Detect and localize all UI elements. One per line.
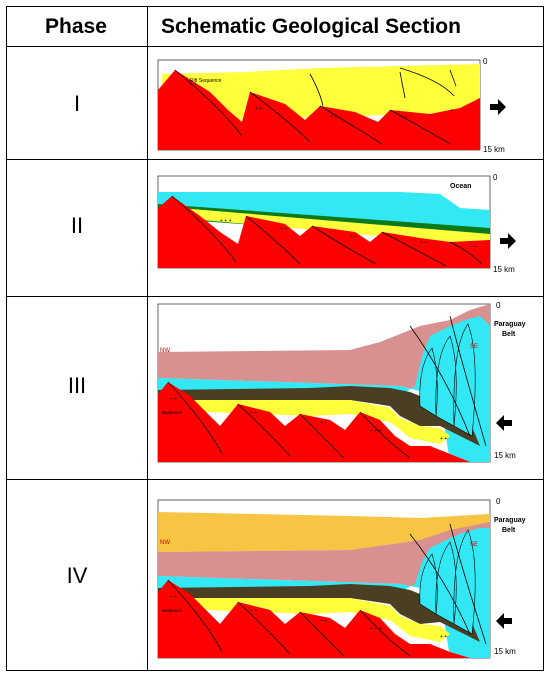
rift-sequence-layer	[162, 64, 480, 122]
left-arrow-icon	[496, 415, 512, 431]
svg-text:+ + +: + + +	[370, 626, 382, 632]
svg-text:+ +: + +	[190, 82, 197, 88]
pink-layer	[158, 522, 490, 658]
section-column-header: Schematic Geological Section	[161, 15, 461, 38]
row-divider-1	[7, 159, 543, 160]
right-arrow-icon	[500, 233, 516, 249]
section-phase-4: + + + + + + + + + + + NW SE Basement 0 Parag…	[157, 497, 526, 659]
phase-numeral-3: III	[67, 373, 87, 398]
depth-top-label: 0	[496, 497, 501, 506]
row-divider-3	[7, 479, 543, 480]
rift-sequence-layer	[180, 208, 490, 246]
basement-layer	[158, 580, 470, 658]
basement-label: Basement	[162, 410, 183, 415]
paraguay-belt-label-line2: Belt	[502, 331, 516, 338]
phase-numeral-1: I	[73, 91, 81, 116]
svg-text:+ +: + +	[330, 114, 337, 120]
se-label: SE	[470, 344, 478, 350]
rift-sequence-layer	[158, 598, 450, 642]
row-divider-header	[7, 46, 543, 47]
svg-text:+ +: + +	[250, 608, 257, 614]
svg-text:+ +: + +	[320, 420, 327, 426]
phase-numeral-4: IV	[66, 563, 88, 588]
svg-text:+ + +: + + +	[370, 428, 382, 434]
depth-bottom-label: 15 km	[483, 145, 505, 154]
svg-text:+ +: + +	[170, 396, 177, 402]
svg-text:+ +: + +	[470, 244, 477, 250]
basement-layer	[158, 382, 470, 462]
nw-label: NW	[160, 540, 170, 546]
section-phase-3: + + + + + + + + + + + NW SE Basement 0 Parag…	[157, 301, 526, 463]
svg-text:+ +: + +	[400, 114, 407, 120]
rift-sequence-label: Rift Sequence	[190, 78, 222, 84]
pink-layer	[158, 304, 490, 462]
basement-layer	[158, 196, 490, 268]
svg-text:+: +	[450, 108, 453, 114]
depth-top-label: 0	[496, 301, 501, 310]
se-label: SE	[470, 542, 478, 548]
depth-bottom-label: 15 km	[494, 647, 516, 656]
depth-top-label: 0	[483, 57, 488, 66]
depth-bottom-label: 15 km	[494, 451, 516, 460]
phase-numeral-2: II	[70, 213, 84, 238]
svg-text:+ +: + +	[440, 436, 447, 442]
paraguay-belt-label-line1: Paraguay	[494, 517, 526, 524]
section-phase-1: + + + + + + + + + Rift Sequence 0 15 km	[157, 57, 506, 154]
depth-top-label: 0	[493, 173, 498, 182]
rift-sequence-layer	[158, 400, 450, 444]
paraguay-belt-label-line1: Paraguay	[494, 321, 526, 328]
column-divider	[147, 7, 148, 670]
row-divider-2	[7, 296, 543, 297]
svg-text:+ +: + +	[250, 410, 257, 416]
basement-label: Basement	[162, 608, 183, 613]
phase-column-header: Phase	[45, 15, 107, 38]
section-phase-2: + + + + + + + + + + + Ocean 0 15 km	[157, 173, 516, 274]
svg-text:+ +: + +	[255, 106, 262, 112]
right-arrow-icon	[490, 99, 506, 115]
ocean-layer	[158, 528, 490, 658]
phase-table: Phase Schematic Geological Section I II …	[6, 6, 544, 671]
left-arrow-icon	[496, 613, 512, 629]
nw-label: NW	[160, 348, 170, 354]
svg-text:+ +: + +	[420, 240, 427, 246]
ocean-label: Ocean	[450, 183, 471, 190]
thrust-sheets	[419, 323, 476, 437]
basement-layer	[158, 70, 480, 150]
svg-text:+ +: + +	[170, 594, 177, 600]
svg-text:+ +: + +	[350, 234, 357, 240]
svg-text:+ + +: + + +	[220, 218, 232, 224]
svg-text:+ +: + +	[320, 618, 327, 624]
orange-layer	[158, 512, 490, 552]
svg-text:+ +: + +	[440, 634, 447, 640]
svg-text:+ +: + +	[280, 226, 287, 232]
paraguay-belt-label-line2: Belt	[502, 527, 516, 534]
depth-bottom-label: 15 km	[493, 265, 515, 274]
